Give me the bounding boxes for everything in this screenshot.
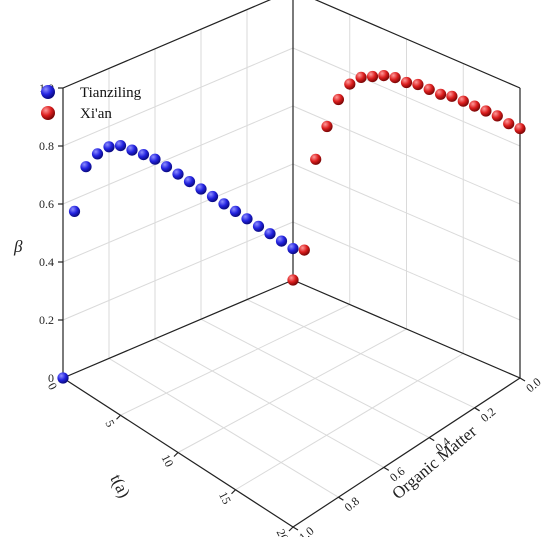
data-point-tianziling [80,161,92,173]
z-tick-mark [428,437,435,442]
data-point-xian [400,76,413,89]
data-point-xian [503,118,515,130]
data-point-tianziling [252,220,265,232]
z-tick-mark [338,496,344,501]
data-point-tianziling [275,235,288,247]
gridline-t-floor [177,328,407,453]
frame-layer [62,0,521,528]
data-point-xian [446,90,458,102]
x-tick-label: 5 [102,418,117,430]
gridline-om-floor [108,357,339,498]
data-point-tianziling [195,183,207,195]
legend-marker-xian [41,106,55,120]
data-point-tianziling [206,190,219,203]
x-tick-mark [116,414,121,420]
legend: Tianziling Xi'an [41,85,142,122]
gridline-t-floor [120,304,350,416]
data-point-xian [480,105,492,117]
data-point-xian [514,123,526,135]
data-point-xian [321,120,333,133]
x-tick-mark [231,489,236,495]
gridline-beta-left-wall [62,221,294,321]
z-tick-label: 0.2 [478,405,498,425]
gridline-beta-left-wall [62,0,271,89]
gridline-t-floor [235,353,464,491]
data-point-xian [344,78,356,90]
data-point-xian [332,93,344,106]
data-point-xian [412,78,424,91]
axis-frame-edge [292,377,521,528]
data-point-tianziling [68,205,81,217]
data-point-tianziling [264,228,276,240]
data-point-xian [457,95,469,107]
axis-frame-edge [62,279,294,379]
y-tick-label: 0.4 [39,255,54,269]
data-point-tianziling [126,144,138,156]
gridline-om-floor [200,318,430,439]
data-point-xian [423,83,435,95]
gridline-beta-left-wall [62,163,294,263]
data-point-tianziling [218,198,230,210]
data-point-xian [298,244,310,256]
points-layer [57,70,526,384]
ticks-layer: 00.20.40.60.81.0051015200.00.20.40.60.81… [39,81,544,537]
legend-label-xian: Xi'an [80,106,112,122]
data-point-tianziling [160,161,173,173]
gridline-om-floor [246,299,475,409]
z-tick-label: 0.0 [523,375,543,395]
data-point-tianziling [137,149,150,161]
x-tick-mark [288,526,294,532]
gridline-om-floor [154,338,385,468]
x-tick-label: 15 [216,489,234,506]
data-point-xian [491,110,503,122]
data-point-tianziling [114,140,127,152]
z-tick-mark [383,466,390,471]
data-point-tianziling [91,148,104,160]
gridline-beta-left-wall [62,47,294,147]
data-point-xian [389,72,401,84]
z-tick-mark [474,407,480,412]
data-point-xian [287,274,299,286]
x-tick-mark [173,452,179,457]
y-tick-label: 0 [48,371,54,385]
y-tick-label: 0.2 [39,313,54,327]
legend-marker-tianziling [41,85,55,99]
gridline-beta-left-wall [62,105,294,205]
axis-frame-edge [314,0,521,89]
data-point-tianziling [183,176,196,188]
z-tick-mark [292,526,299,531]
legend-label-tianziling: Tianziling [80,85,142,101]
axis-frame-edge [292,279,521,379]
y-axis-label: β [13,237,23,256]
z-tick-label: 0.8 [342,494,362,514]
data-point-xian [378,70,390,82]
y-tick-label: 0.6 [39,197,54,211]
data-point-xian [469,100,481,112]
z-tick-mark [519,377,526,382]
data-point-tianziling [103,141,115,153]
data-point-xian [366,70,379,83]
data-point-tianziling [229,205,242,217]
data-point-tianziling [149,153,161,165]
x-tick-label: 20 [274,527,292,537]
data-point-tianziling [241,213,253,225]
data-point-xian [310,153,322,165]
x-axis-label: t(a) [106,471,134,501]
y-tick-label: 0.8 [39,139,54,153]
data-point-xian [355,71,367,83]
data-point-tianziling [57,372,69,384]
z-tick-label: 1.0 [296,524,316,537]
x-tick-label: 10 [159,452,177,469]
axis-frame-edge [62,0,272,89]
x-tick-label: 0 [45,380,60,392]
data-point-tianziling [172,168,184,180]
data-point-tianziling [287,243,299,255]
data-point-xian [435,88,447,100]
